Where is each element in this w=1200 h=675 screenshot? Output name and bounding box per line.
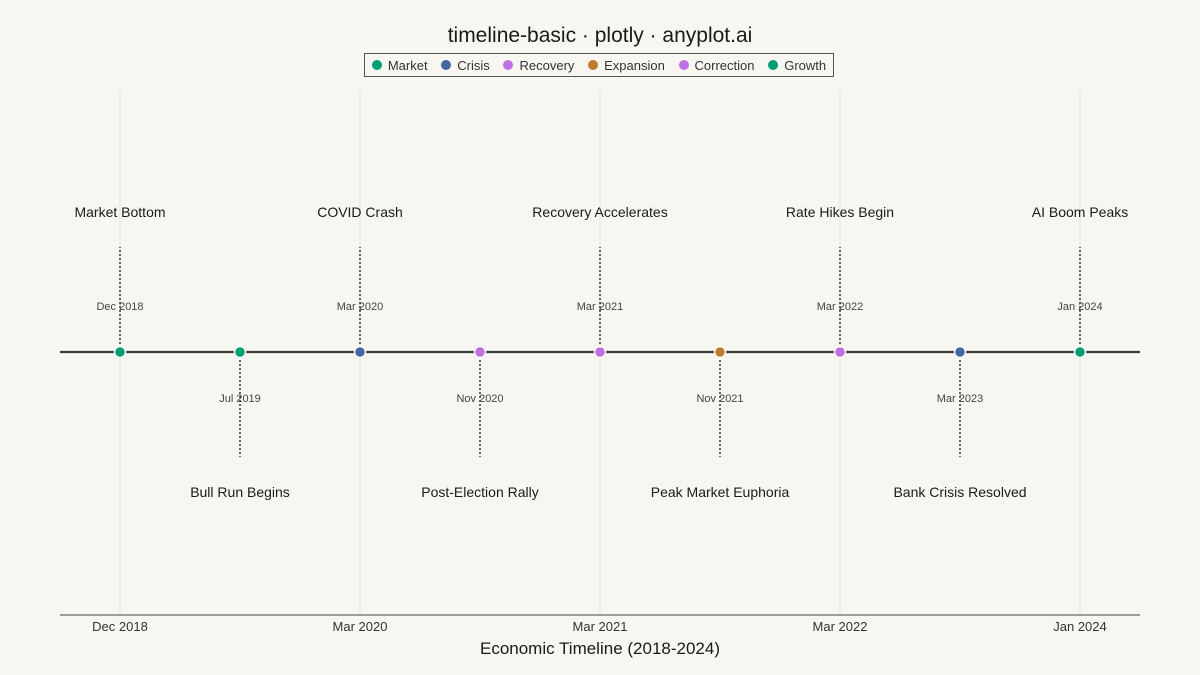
chart-title: timeline-basic · plotly · anyplot.ai [447, 24, 753, 47]
event-label-bull-run-begins: Bull Run Begins [190, 484, 290, 500]
event-marker-bull-run-begins [233, 345, 247, 359]
event-marker-bank-crisis-resolved [953, 345, 967, 359]
legend-marker-crisis [441, 60, 452, 70]
event-label-post-election-rally: Post-Election Rally [421, 484, 539, 500]
event-marker-rate-hikes-begin [833, 345, 847, 359]
x-tick-label-mar-2020: Mar 2020 [333, 619, 388, 634]
legend-label-correction: Correction [694, 57, 755, 73]
event-date-label-bull-run-begins: Jul 2019 [219, 393, 261, 405]
event-label-ai-boom-peaks: AI Boom Peaks [1032, 204, 1129, 220]
event-label-recovery-accelerates: Recovery Accelerates [532, 204, 667, 220]
legend-marker-expansion [588, 60, 599, 70]
legend-item-growth[interactable]: Growth [768, 58, 826, 73]
event-label-peak-market-euphoria: Peak Market Euphoria [651, 484, 790, 500]
legend-label-market: Market [387, 57, 428, 73]
legend-marker-market [371, 60, 382, 70]
event-date-label-market-bottom: Dec 2018 [96, 301, 143, 313]
legend-item-market[interactable]: Market [371, 57, 428, 73]
event-date-label-peak-market-euphoria: Nov 2021 [696, 393, 743, 405]
event-date-label-covid-crash: Mar 2020 [337, 301, 383, 313]
x-tick-label-mar-2021: Mar 2021 [573, 619, 628, 634]
legend-item-expansion[interactable]: Expansion [588, 58, 665, 73]
event-date-label-recovery-accelerates: Mar 2021 [577, 301, 623, 313]
legend-marker-growth [768, 60, 779, 70]
legend-label-growth: Growth [784, 57, 827, 73]
legend: Market Crisis Recovery Expansion Correct… [364, 53, 834, 77]
legend-marker-correction [678, 60, 689, 70]
legend-item-recovery[interactable]: Recovery [503, 58, 574, 73]
event-date-label-rate-hikes-begin: Mar 2022 [817, 301, 863, 313]
legend-item-crisis[interactable]: Crisis [441, 58, 490, 73]
legend-label-crisis: Crisis [457, 57, 490, 73]
legend-label-expansion: Expansion [604, 57, 665, 73]
event-marker-market-bottom [113, 345, 127, 359]
legend-marker-recovery [503, 60, 514, 70]
x-tick-label-jan-2024: Jan 2024 [1053, 619, 1107, 634]
event-date-label-ai-boom-peaks: Jan 2024 [1057, 301, 1102, 313]
event-marker-ai-boom-peaks [1073, 345, 1087, 359]
legend-label-recovery: Recovery [519, 57, 575, 73]
event-marker-recovery-accelerates [593, 345, 607, 359]
x-tick-label-mar-2022: Mar 2022 [813, 619, 868, 634]
event-marker-covid-crash [353, 345, 367, 359]
x-axis-title: Economic Timeline (2018-2024) [479, 639, 720, 658]
event-label-rate-hikes-begin: Rate Hikes Begin [786, 204, 894, 220]
event-label-covid-crash: COVID Crash [317, 204, 403, 220]
event-date-label-post-election-rally: Nov 2020 [456, 393, 503, 405]
event-date-label-bank-crisis-resolved: Mar 2023 [937, 393, 983, 405]
event-label-bank-crisis-resolved: Bank Crisis Resolved [893, 484, 1026, 500]
event-marker-post-election-rally [473, 345, 487, 359]
x-tick-label-dec-2018: Dec 2018 [92, 619, 148, 634]
legend-item-correction[interactable]: Correction [678, 57, 755, 73]
event-label-market-bottom: Market Bottom [74, 204, 165, 220]
event-marker-peak-market-euphoria [713, 345, 727, 359]
